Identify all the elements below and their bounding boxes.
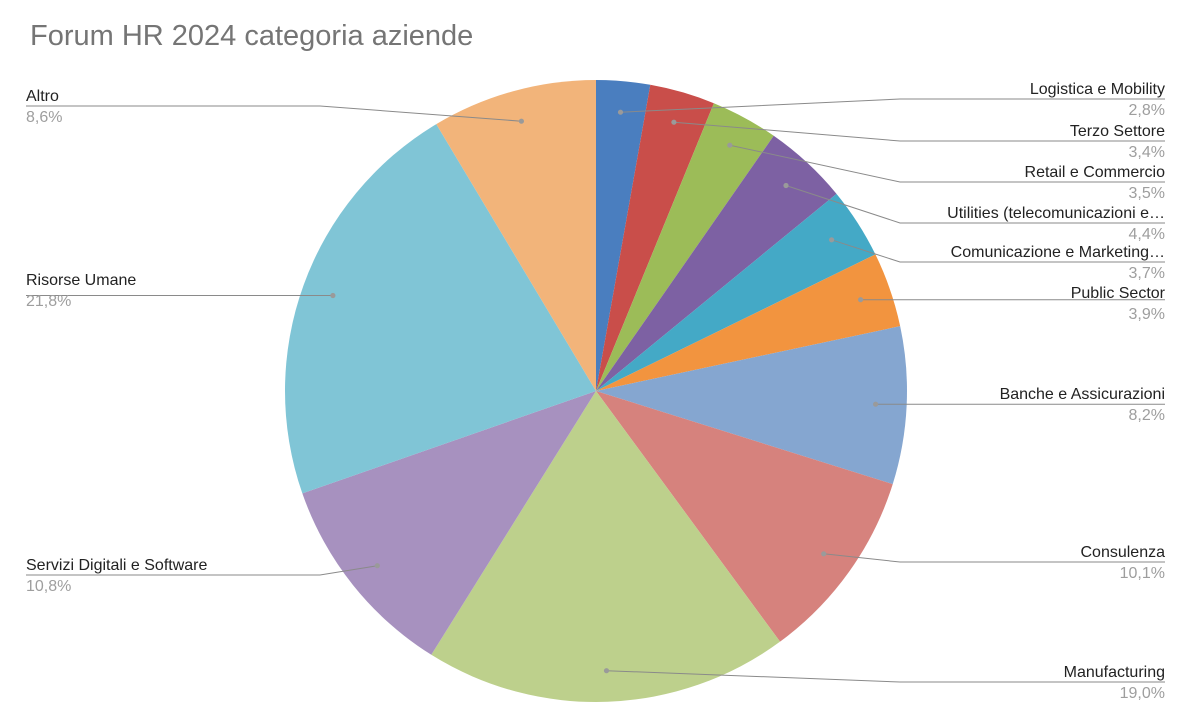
slice-label-terzo-settore: Terzo Settore [1070,123,1165,140]
slice-value-risorse-umane: 21,8% [26,293,71,310]
slice-value-consulenza: 10,1% [1120,565,1165,582]
pie-slice-retail-e-commercio [596,103,774,392]
leader-dot-altro [518,118,525,124]
pie-slice-banche-e-assicurazioni [596,326,907,485]
leader-line-comunicazione-e-marketing [831,239,1165,263]
leader-line-altro [26,105,522,122]
slice-label-public-sector: Public Sector [1071,285,1166,302]
pie-slice-manufacturing [431,391,781,702]
slice-value-altro: 8,6% [26,109,62,126]
leader-dot-risorse-umane [330,292,336,299]
slice-label-logistica-e-mobility: Logistica e Mobility [1030,81,1165,98]
slice-value-utilities-telecomunicazioni-e: 4,4% [1129,226,1165,243]
leader-line-terzo-settore [673,121,1165,142]
leader-line-logistica-e-mobility [620,98,1165,113]
pie-slice-servizi-digitali-e-software [302,391,596,655]
slice-label-utilities-telecomunicazioni-e: Utilities (telecomunicazioni e… [947,205,1165,222]
leader-dot-logistica-e-mobility [617,109,624,115]
pie-slice-logistica-e-mobility [596,80,651,391]
leader-dot-manufacturing [603,668,610,674]
chart-title: Forum HR 2024 categoria aziende [30,20,474,52]
slice-value-terzo-settore: 3,4% [1129,144,1165,161]
slice-label-consulenza: Consulenza [1081,544,1166,561]
pie-slice-altro [436,80,596,391]
pie-slice-terzo-settore [596,84,714,391]
pie-slice-consulenza [596,391,893,642]
slice-label-servizi-digitali-e-software: Servizi Digitali e Software [26,557,208,574]
pie-slice-utilities-telecomunicazioni-e [596,135,837,391]
slice-value-logistica-e-mobility: 2,8% [1129,102,1165,119]
slice-label-banche-e-assicurazioni: Banche e Assicurazioni [1000,386,1165,403]
slice-value-servizi-digitali-e-software: 10,8% [26,578,71,595]
slice-label-comunicazione-e-marketing: Comunicazione e Marketing… [951,244,1165,261]
slice-label-retail-e-commercio: Retail e Commercio [1025,164,1166,181]
slice-label-altro: Altro [26,88,59,105]
pie-slice-comunicazione-e-marketing [596,193,876,391]
leader-dot-consulenza [821,551,827,557]
slice-value-comunicazione-e-marketing: 3,7% [1129,265,1165,282]
leader-line-manufacturing [606,670,1165,683]
pie-slice-risorse-umane [285,124,596,494]
slice-value-public-sector: 3,9% [1129,306,1165,323]
leader-dot-comunicazione-e-marketing [829,237,835,243]
slice-value-banche-e-assicurazioni: 8,2% [1129,407,1165,424]
leader-line-servizi-digitali-e-software [26,565,378,576]
leader-dot-servizi-digitali-e-software [374,563,380,569]
slice-value-manufacturing: 19,0% [1120,685,1165,702]
leader-line-retail-e-commercio [729,144,1165,183]
leader-dot-public-sector [858,297,864,303]
leader-dot-terzo-settore [671,119,677,125]
slice-label-manufacturing: Manufacturing [1064,664,1165,681]
leader-line-utilities-telecomunicazioni-e [785,185,1165,224]
leader-line-consulenza [823,553,1165,563]
pie-slice-public-sector [596,254,901,391]
pie-slices [285,80,907,702]
leader-dot-utilities-telecomunicazioni-e [783,182,789,189]
slice-label-risorse-umane: Risorse Umane [26,272,136,289]
leader-dot-banche-e-assicurazioni [873,401,879,407]
leader-dot-retail-e-commercio [727,142,733,148]
pie-labels: Logistica e Mobility 2,8% Terzo Settore 3,4… [26,81,1166,702]
slice-value-retail-e-commercio: 3,5% [1129,185,1165,202]
